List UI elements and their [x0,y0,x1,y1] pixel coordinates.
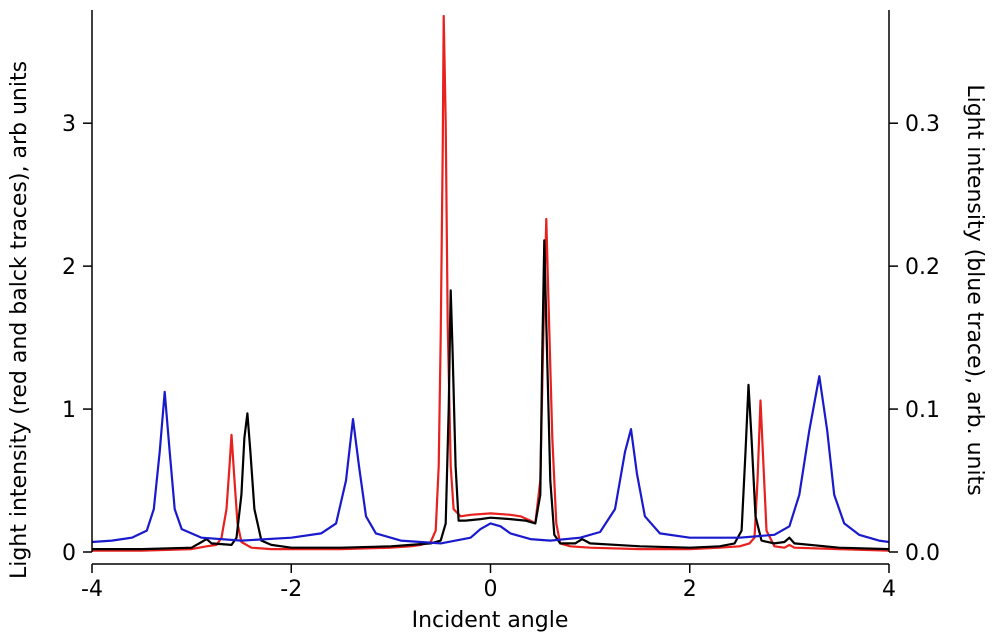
series-layer [91,14,890,552]
x-tick-label: 2 [683,577,697,602]
x-tick-label: -2 [280,577,302,602]
left-y-axis-ticks: 0 1 2 3 [62,112,92,566]
right-y-tick-label: 0.3 [905,112,940,137]
x-axis-ticks: -4 -2 0 2 4 [81,564,896,602]
x-axis-title: Incident angle [412,608,569,633]
left-y-tick-label: 1 [62,398,76,423]
right-y-axis-ticks: 0.0 0.1 0.2 0.3 [889,112,940,566]
right-y-tick-label: 0.1 [905,398,940,423]
left-y-tick-label: 0 [62,541,76,566]
series-line-2 [92,239,890,551]
series-line-1 [92,14,890,552]
left-y-axis-title: Light intensity (red and balck traces), … [7,61,32,579]
series-line-3 [91,375,890,545]
x-tick-label: 4 [882,577,896,602]
x-tick-label: -4 [81,577,103,602]
right-y-tick-label: 0.2 [905,255,940,280]
left-y-tick-label: 2 [62,255,76,280]
x-tick-label: 0 [484,577,498,602]
left-y-tick-label: 3 [62,112,76,137]
right-y-axis-title: Light intensity (blue trace), arb. units [962,84,987,495]
right-y-tick-label: 0.0 [905,541,940,566]
